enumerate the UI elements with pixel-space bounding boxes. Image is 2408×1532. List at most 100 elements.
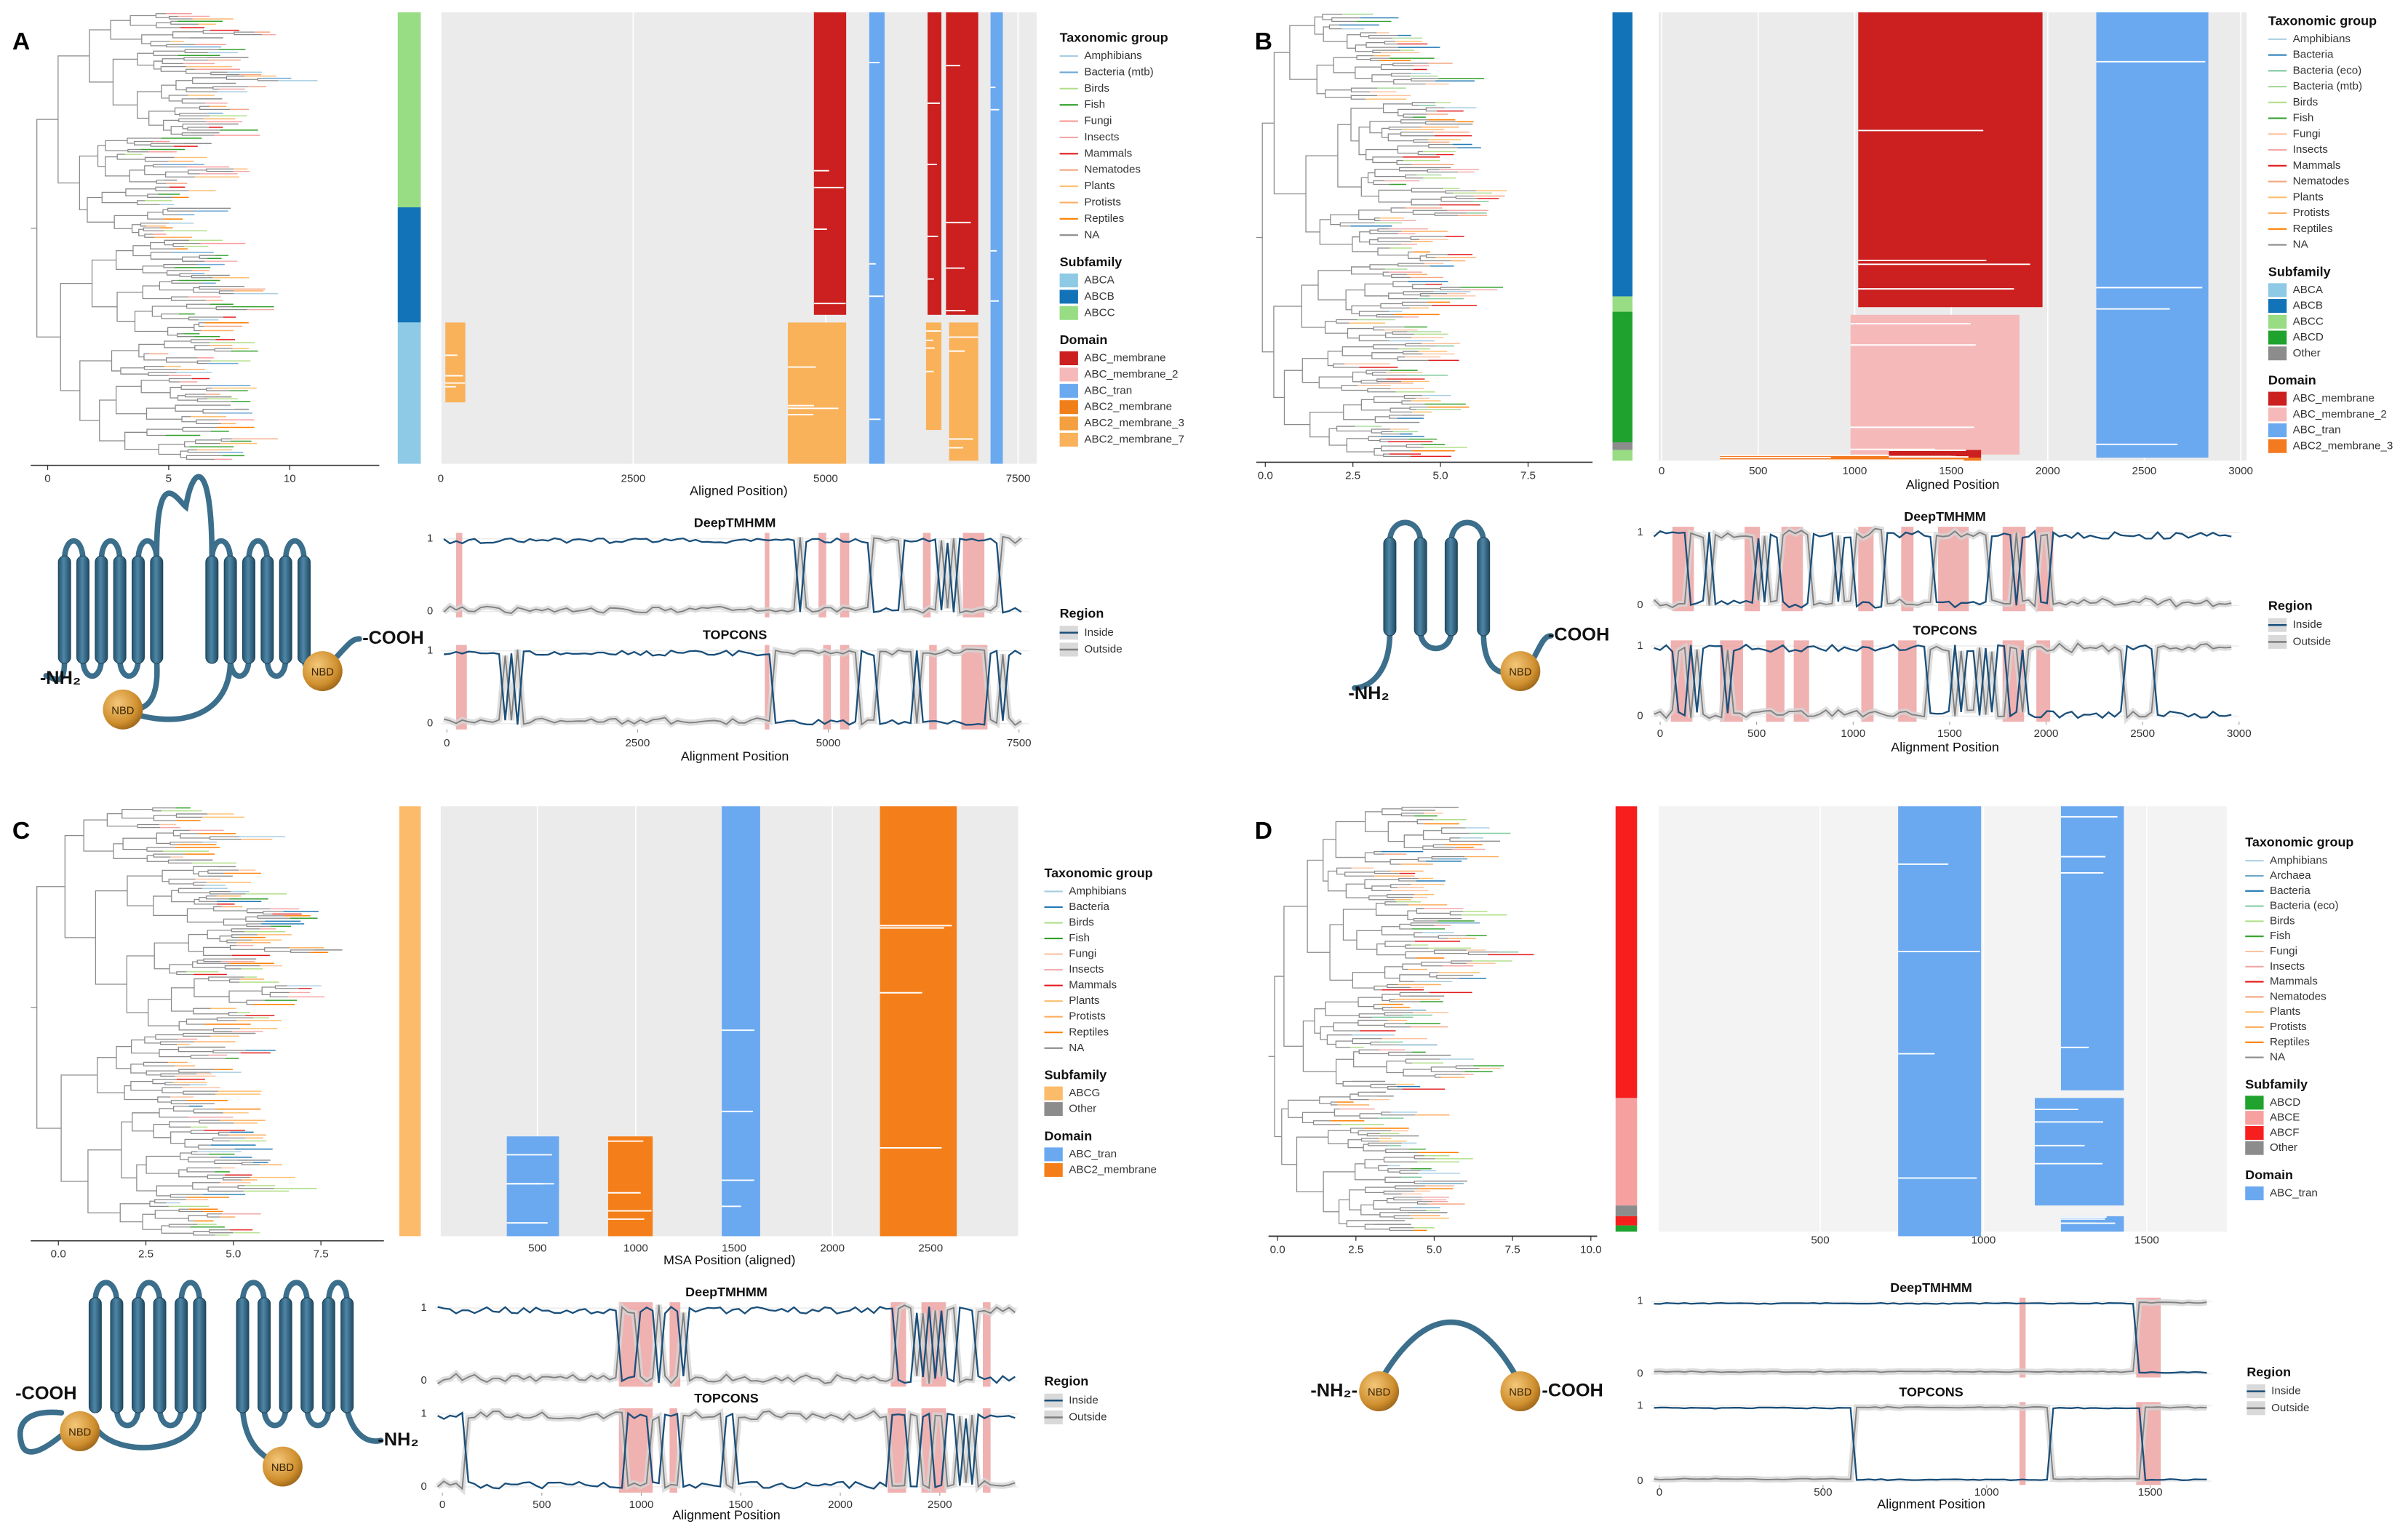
tm-helix <box>340 1297 354 1413</box>
tree-branch <box>1430 1066 1465 1072</box>
tree-branch <box>95 890 127 985</box>
tm-region <box>1858 527 1874 612</box>
tree-branch <box>188 316 224 321</box>
domain-block <box>1889 450 1982 458</box>
tree-branch <box>1393 1215 1414 1219</box>
tm-region <box>2036 640 2051 722</box>
nbd-domain <box>1500 651 1541 691</box>
domain-block <box>880 806 957 1237</box>
y-tick-label: 0 <box>1637 599 1643 611</box>
legend-label: ABC2_membrane_3 <box>2293 439 2393 452</box>
tm-helix <box>223 555 237 664</box>
tree-branch <box>1381 127 1390 138</box>
legend-label: Plants <box>1069 994 1100 1007</box>
tm-helix <box>322 1297 335 1413</box>
legend-label: Bacteria <box>1069 901 1109 913</box>
tree-branch <box>1307 859 1331 953</box>
legend-swatch <box>1044 1086 1063 1101</box>
tree-branch <box>223 1176 250 1181</box>
panel-label: C <box>12 817 30 845</box>
nbd-domain <box>1500 1371 1541 1412</box>
n-terminus: -NH₂ <box>1348 683 1389 703</box>
c-terminus: -COOH <box>1542 1380 1603 1400</box>
tree-branch <box>1382 103 1413 113</box>
outside-line <box>437 1304 1016 1384</box>
tree-branch <box>1407 910 1417 920</box>
domain-block <box>1720 454 1982 461</box>
tree-branch <box>207 930 232 940</box>
tree-branch <box>174 107 200 116</box>
inside-line <box>443 537 1022 614</box>
tm-helix <box>95 555 108 664</box>
tree-branch <box>1428 143 1458 148</box>
y-tick-label: 1 <box>1637 1400 1643 1411</box>
subfamily-strip <box>397 12 421 208</box>
tree-branch <box>154 1199 186 1204</box>
legend-label: ABC_membrane <box>1084 352 1165 364</box>
plot-title: DeepTMHMM <box>1904 509 1986 524</box>
legend-swatch <box>1059 306 1078 320</box>
tree-branch <box>153 60 163 70</box>
tree-branch <box>1371 885 1392 892</box>
tree-branch <box>220 438 232 442</box>
tree-branch <box>1302 1020 1336 1072</box>
tree-branch <box>1440 196 1474 202</box>
tree-branch <box>1388 292 1419 300</box>
legend-label: Mammals <box>1084 147 1132 159</box>
x-tick-label: 0 <box>439 1499 445 1511</box>
tm-helix <box>236 1297 250 1413</box>
tree-branch <box>121 809 154 819</box>
tree-branch <box>196 960 230 964</box>
tree-branch <box>1359 231 1371 243</box>
tm-helix <box>110 1297 124 1413</box>
tm-helix <box>1444 537 1458 637</box>
loop <box>333 636 362 661</box>
x-tick-label: 2000 <box>828 1499 853 1511</box>
tree-branch <box>116 292 143 322</box>
tm-region <box>962 532 985 618</box>
tm-region <box>2019 1402 2026 1485</box>
domain-block <box>925 322 942 431</box>
legend-title: Subfamily <box>1044 1068 1107 1082</box>
legend-label: ABC_tran <box>2270 1186 2318 1199</box>
phylogenetic-tree <box>1268 807 1534 1232</box>
tree-tick-label: 2.5 <box>1348 1243 1363 1256</box>
tree-branch <box>1358 311 1390 316</box>
legend-swatch <box>1044 1162 1063 1177</box>
legend-swatch <box>2268 439 2287 453</box>
tree-branch <box>193 866 218 874</box>
x-tick-label: 1500 <box>728 1499 753 1511</box>
tree-branch <box>151 306 187 317</box>
legend-label: Fish <box>1069 932 1090 944</box>
legend-swatch <box>2268 346 2287 361</box>
tree-tick-label: 10.0 <box>1580 1243 1602 1256</box>
legend-swatch <box>1059 367 1078 382</box>
tree-branch <box>1387 894 1415 898</box>
tm-helix <box>113 555 127 664</box>
x-tick-label: 500 <box>1747 727 1766 740</box>
tree-branch <box>159 281 194 291</box>
subfamily-strip <box>397 322 421 464</box>
legend-label: Outside <box>1069 1411 1107 1423</box>
legend-swatch <box>1059 416 1078 431</box>
loop <box>154 474 215 559</box>
x-tick-label: 2500 <box>2132 465 2157 477</box>
tree-branch <box>1390 207 1414 213</box>
legend-label: Bacteria (mtb) <box>2293 80 2362 92</box>
tree-branch <box>167 207 198 212</box>
plot-title: DeepTMHMM <box>685 1285 768 1299</box>
legend-label: Birds <box>2270 914 2295 927</box>
domain-block <box>787 322 847 464</box>
tree-branch <box>168 95 188 102</box>
tree-branch <box>1374 416 1390 423</box>
tree-branch <box>1387 1085 1403 1090</box>
tree-branch <box>1360 32 1377 38</box>
tree-branch <box>1346 1220 1380 1227</box>
tree-branch <box>1374 396 1405 403</box>
legend-label: NA <box>2270 1051 2286 1064</box>
tm-region <box>669 1408 677 1493</box>
legend-swatch <box>1059 290 1078 304</box>
legend-swatch <box>1059 351 1078 366</box>
tree-branch <box>1314 1008 1325 1034</box>
tree-branch <box>119 1203 150 1223</box>
